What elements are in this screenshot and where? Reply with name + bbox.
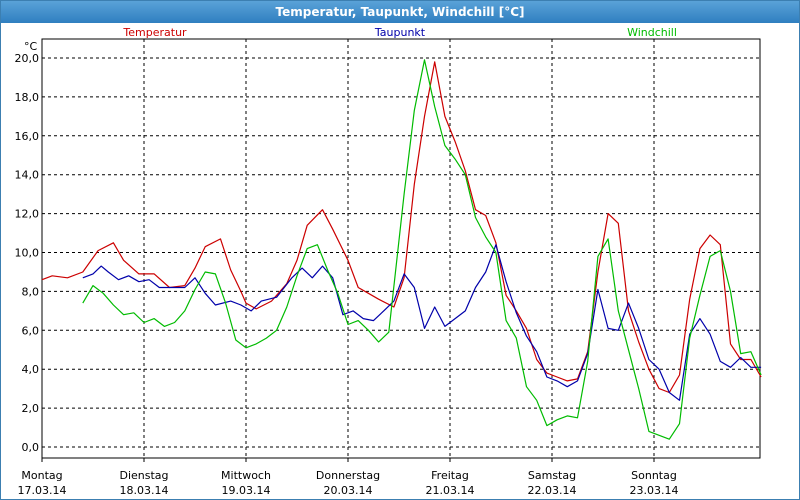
y-tick-label: 4,0	[22, 363, 40, 376]
x-tick-date-label: 17.03.14	[18, 484, 67, 497]
x-tick-day-label: Montag	[21, 469, 62, 482]
legend-entry-taupunkt: Taupunkt	[374, 26, 426, 39]
x-tick-day-label: Freitag	[431, 469, 469, 482]
series-line-windchill	[82, 59, 762, 440]
y-tick-label: 2,0	[22, 402, 40, 415]
chart-title: Temperatur, Taupunkt, Windchill [°C]	[1, 1, 799, 23]
x-tick-date-label: 18.03.14	[120, 484, 169, 497]
y-tick-label: 16,0	[15, 130, 40, 143]
plot-area	[41, 38, 761, 459]
x-tick-day-label: Samstag	[528, 469, 576, 482]
x-tick-date-label: 23.03.14	[630, 484, 679, 497]
y-tick-label: 12,0	[15, 208, 40, 221]
x-tick-day-label: Dienstag	[119, 469, 168, 482]
y-tick-label: 6,0	[22, 324, 40, 337]
y-tick-label: 18,0	[15, 91, 40, 104]
y-tick-label: 20,0	[15, 52, 40, 65]
x-tick-date-label: 22.03.14	[528, 484, 577, 497]
x-tick-date-label: 19.03.14	[222, 484, 271, 497]
y-tick-label: 14,0	[15, 169, 40, 182]
y-tick-label: 0,0	[22, 441, 40, 454]
x-tick-date-label: 20.03.14	[324, 484, 373, 497]
series-line-taupunkt	[82, 244, 762, 401]
x-tick-day-label: Sonntag	[631, 469, 677, 482]
x-tick-date-label: 21.03.14	[426, 484, 475, 497]
x-tick-day-label: Mittwoch	[221, 469, 271, 482]
x-tick-day-label: Donnerstag	[316, 469, 380, 482]
y-tick-label: 8,0	[22, 285, 40, 298]
series-line-temperatur	[41, 61, 762, 394]
y-tick-label: 10,0	[15, 247, 40, 260]
y-unit-label: °C	[24, 40, 38, 53]
legend-entry-windchill: Windchill	[627, 26, 677, 39]
legend-entry-temperatur: Temperatur	[122, 26, 187, 39]
